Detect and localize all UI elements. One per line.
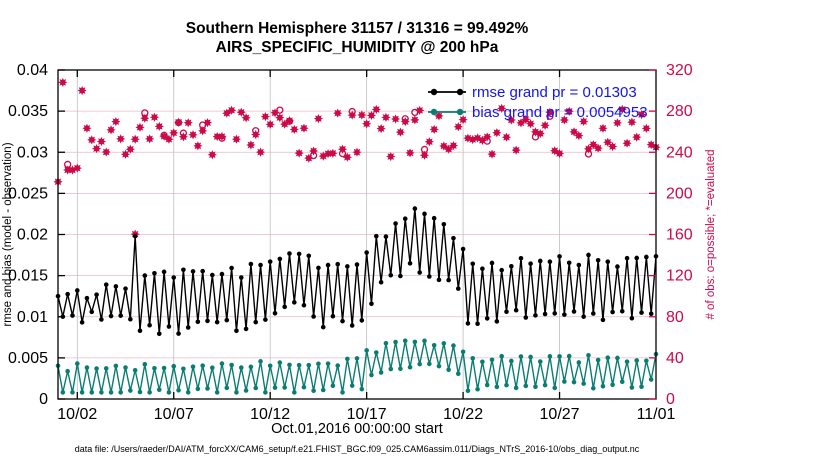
svg-text:10/22: 10/22 (443, 406, 483, 423)
svg-text:Southern Hemisphere 31157 / 31: Southern Hemisphere 31157 / 31316 = 99.4… (186, 20, 529, 37)
svg-text:0.035: 0.035 (8, 103, 48, 120)
svg-text:data file: /Users/raeder/DAI/A: data file: /Users/raeder/DAI/ATM_forcXX/… (75, 444, 640, 454)
svg-text:40: 40 (666, 350, 684, 367)
svg-text:0.03: 0.03 (17, 144, 48, 161)
svg-text:11/01: 11/01 (637, 406, 676, 423)
svg-text:0.01: 0.01 (17, 309, 48, 326)
svg-text:120: 120 (666, 268, 693, 285)
svg-text:0.005: 0.005 (8, 350, 48, 367)
svg-text:0.02: 0.02 (17, 227, 48, 244)
svg-text:10/07: 10/07 (154, 406, 194, 423)
svg-text:AIRS_SPECIFIC_HUMIDITY @ 200 h: AIRS_SPECIFIC_HUMIDITY @ 200 hPa (216, 39, 499, 56)
svg-text:320: 320 (666, 62, 693, 79)
svg-text:0: 0 (39, 391, 48, 408)
svg-text:bias grand pr = 0.0054953: bias grand pr = 0.0054953 (472, 104, 648, 121)
svg-text:rmse and bias (model - observa: rmse and bias (model - observation) (2, 142, 14, 326)
svg-text:200: 200 (666, 185, 693, 202)
svg-text:160: 160 (666, 227, 693, 244)
svg-text:0.04: 0.04 (17, 62, 48, 79)
svg-text:10/02: 10/02 (57, 406, 97, 423)
svg-text:280: 280 (666, 103, 693, 120)
svg-text:rmse grand pr = 0.01303: rmse grand pr = 0.01303 (472, 84, 637, 101)
svg-text:10/27: 10/27 (540, 406, 580, 423)
svg-text:240: 240 (666, 144, 693, 161)
svg-text:# of obs: o=possible; *=evalua: # of obs: o=possible; *=evaluated (705, 149, 717, 319)
svg-text:Oct.01,2016 00:00:00 start: Oct.01,2016 00:00:00 start (271, 421, 443, 437)
svg-text:80: 80 (666, 309, 684, 326)
